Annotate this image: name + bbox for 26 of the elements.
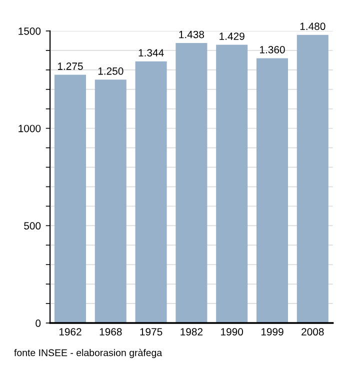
x-tick-label: 1968 bbox=[100, 328, 122, 336]
data-label: 1.480 bbox=[300, 22, 326, 30]
data-label: 1.429 bbox=[220, 32, 244, 40]
x-tick-label: 1982 bbox=[180, 328, 203, 336]
x-tick-label: 1962 bbox=[59, 328, 82, 336]
bar bbox=[176, 43, 208, 324]
y-tick-label: 500 bbox=[24, 222, 41, 230]
source-note: fonte INSEE - elaborasion gràfega bbox=[14, 348, 162, 358]
bar bbox=[54, 74, 86, 324]
x-tick-label: 1999 bbox=[261, 328, 284, 336]
data-label: 1.275 bbox=[58, 62, 83, 70]
x-tick-label: 1975 bbox=[140, 328, 162, 336]
x-tick-label: 2008 bbox=[302, 328, 324, 336]
y-tick-label: 1500 bbox=[18, 27, 41, 35]
bar bbox=[94, 80, 126, 324]
y-tick-label: 0 bbox=[36, 320, 41, 327]
x-tick-label: 1990 bbox=[221, 328, 244, 336]
data-label: 1.438 bbox=[179, 30, 204, 38]
y-tick-label: 1000 bbox=[18, 124, 41, 132]
data-label: 1.360 bbox=[260, 46, 285, 54]
bar bbox=[135, 61, 167, 324]
bar bbox=[216, 44, 248, 324]
bar bbox=[296, 34, 328, 324]
data-label: 1.344 bbox=[138, 49, 164, 56]
bar bbox=[256, 58, 288, 324]
data-label: 1.250 bbox=[98, 67, 124, 75]
